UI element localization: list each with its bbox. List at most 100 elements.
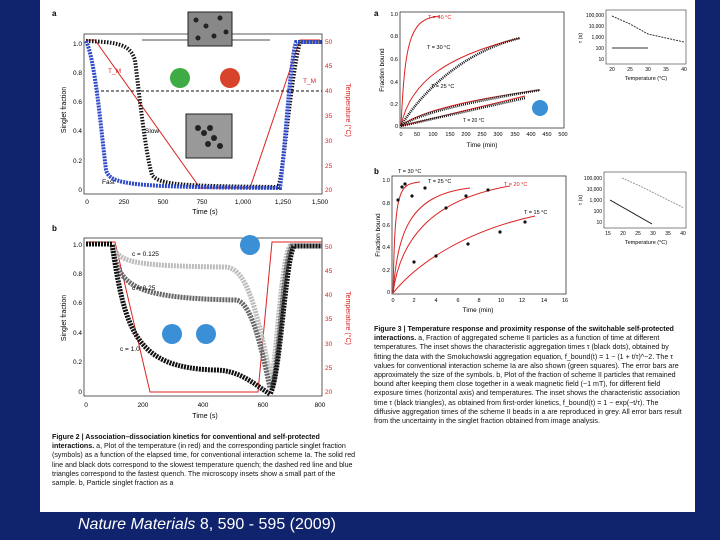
ytick: 0.8 bbox=[73, 70, 82, 77]
particle-blue-icon bbox=[240, 235, 260, 255]
xtick: 1,250 bbox=[275, 199, 292, 206]
fig2a-yticks: 0 0.2 0.4 0.6 0.8 1.0 bbox=[73, 41, 82, 194]
inset-xtick: 30 bbox=[645, 67, 651, 73]
ytick: 0 bbox=[78, 187, 82, 194]
inset-ytick: 100,000 bbox=[584, 176, 602, 182]
xtick: 1,500 bbox=[312, 199, 329, 206]
fig2a-label-tm: T_M bbox=[108, 68, 121, 75]
fig2a-xlabel: Time (s) bbox=[192, 209, 217, 216]
fig3b-curve-20: T = 20 °C bbox=[504, 182, 527, 188]
inset-xtick: 20 bbox=[620, 231, 626, 237]
inset-ytick: 10 bbox=[596, 220, 602, 226]
ytick: 0.2 bbox=[390, 102, 398, 108]
fig2a-ylabel: Singlet fraction bbox=[61, 87, 68, 133]
xtick: 16 bbox=[562, 298, 568, 304]
inset-xtick: 20 bbox=[609, 67, 615, 73]
fig2b-y2label: Temperature (°C) bbox=[344, 291, 352, 345]
fig2b-xlabel: Time (s) bbox=[192, 413, 217, 420]
fig3b-xlabel: Time (min) bbox=[463, 307, 494, 314]
particle-green-icon bbox=[170, 68, 190, 88]
inset-xtick: 35 bbox=[665, 231, 671, 237]
fig2b-label-c1: c = 0.125 bbox=[132, 251, 159, 258]
xtick: 200 bbox=[461, 132, 470, 138]
y2tick: 35 bbox=[325, 113, 333, 120]
inset-xtick: 40 bbox=[681, 67, 687, 73]
particle-red-icon bbox=[220, 68, 240, 88]
fig3b-letter: b bbox=[374, 167, 379, 176]
inset-xtick: 30 bbox=[650, 231, 656, 237]
ytick: 0.4 bbox=[73, 330, 82, 337]
figure3-caption-body: a, Fraction of aggregated scheme II part… bbox=[374, 334, 682, 426]
xtick: 6 bbox=[456, 298, 459, 304]
fig3a-inset-ylabel: τ (s) bbox=[578, 33, 584, 43]
xtick: 0 bbox=[84, 402, 88, 409]
fig3b-inset bbox=[603, 171, 687, 229]
y2tick: 30 bbox=[325, 138, 333, 145]
xtick: 12 bbox=[519, 298, 525, 304]
ytick: 0.8 bbox=[390, 34, 398, 40]
fig3b-curve-15: T = 15 °C bbox=[524, 210, 547, 216]
y2tick: 25 bbox=[325, 365, 333, 372]
xtick: 100 bbox=[428, 132, 437, 138]
fig3b-curve-30: T = 30 °C bbox=[398, 169, 421, 175]
ytick: 0 bbox=[78, 389, 82, 396]
xtick: 400 bbox=[526, 132, 535, 138]
xtick: 1,000 bbox=[235, 199, 252, 206]
fig2a-y2ticks: 20 25 30 35 40 45 50 bbox=[325, 39, 333, 194]
xtick: 14 bbox=[541, 298, 547, 304]
ytick: 0.4 bbox=[382, 245, 390, 251]
fig3a-ylabel: Fraction bound bbox=[379, 48, 386, 92]
inset-ytick: 10,000 bbox=[587, 187, 603, 193]
citation-details: 8, 590 - 595 (2009) bbox=[195, 516, 336, 533]
y2tick: 20 bbox=[325, 187, 333, 194]
fig3a-curve-20: T = 20 °C bbox=[463, 118, 485, 124]
fig2a-letter: a bbox=[52, 9, 57, 18]
inset-xtick: 15 bbox=[605, 231, 611, 237]
fig2b-plot: b Singlet fraction Temperature (°C) Time… bbox=[52, 224, 352, 420]
xtick: 600 bbox=[258, 402, 269, 409]
xtick: 2 bbox=[412, 298, 415, 304]
inset-xtick: 25 bbox=[635, 231, 641, 237]
fig3a-letter: a bbox=[374, 9, 379, 18]
ytick: 0.4 bbox=[390, 80, 398, 86]
xtick: 4 bbox=[434, 298, 437, 304]
y2tick: 30 bbox=[325, 341, 333, 348]
inset-ytick: 100 bbox=[594, 209, 603, 215]
inset-ytick: 10,000 bbox=[589, 24, 605, 30]
ytick: 0.2 bbox=[73, 359, 82, 366]
figure3-caption-title: Figure 3 | Temperature response and prox… bbox=[374, 325, 674, 343]
fig2b-ylabel: Singlet fraction bbox=[61, 295, 68, 341]
particle-blue-icon bbox=[532, 100, 548, 116]
y2tick: 35 bbox=[325, 316, 333, 323]
journal-name: Nature Materials bbox=[78, 516, 196, 533]
fig2b-label-c2: c = 0.25 bbox=[132, 285, 156, 292]
figure2-caption: Figure 2 | Association–dissociation kine… bbox=[52, 433, 357, 488]
ytick: 0.8 bbox=[382, 201, 390, 207]
xtick: 250 bbox=[119, 199, 130, 206]
figure2-caption-title: Figure 2 | Association–dissociation kine… bbox=[52, 433, 320, 451]
inset-xtick: 40 bbox=[680, 231, 686, 237]
xtick: 350 bbox=[510, 132, 519, 138]
fig2a-label-slow: Slow bbox=[145, 128, 159, 135]
xtick: 0 bbox=[391, 298, 394, 304]
inset-xtick: 35 bbox=[663, 67, 669, 73]
ytick: 1.0 bbox=[73, 242, 82, 249]
fig2b-label-c3: c = 1.0 bbox=[120, 346, 140, 353]
ytick: 0.6 bbox=[73, 300, 82, 307]
ytick: 0.6 bbox=[382, 223, 390, 229]
xtick: 10 bbox=[498, 298, 504, 304]
xtick: 50 bbox=[414, 132, 420, 138]
citation-footer: Nature Materials 8, 590 - 595 (2009) bbox=[78, 516, 336, 534]
fig3b-inset-xlabel: Temperature (°C) bbox=[625, 240, 667, 246]
inset-xtick: 25 bbox=[627, 67, 633, 73]
fig3a-xlabel: Time (min) bbox=[467, 142, 498, 149]
fig3b-plot: b Fraction bound Time (min) 0 2 4 6 8 10… bbox=[374, 167, 687, 314]
fig2a-xticks: 0 250 500 750 1,000 1,250 1,500 bbox=[85, 199, 328, 206]
xtick: 200 bbox=[138, 402, 149, 409]
fig2b-letter: b bbox=[52, 224, 57, 233]
xtick: 800 bbox=[315, 402, 326, 409]
y2tick: 40 bbox=[325, 88, 333, 95]
y2tick: 50 bbox=[325, 39, 333, 46]
ytick: 1.0 bbox=[73, 41, 82, 48]
fig3a-inset-xlabel: Temperature (°C) bbox=[625, 76, 667, 82]
